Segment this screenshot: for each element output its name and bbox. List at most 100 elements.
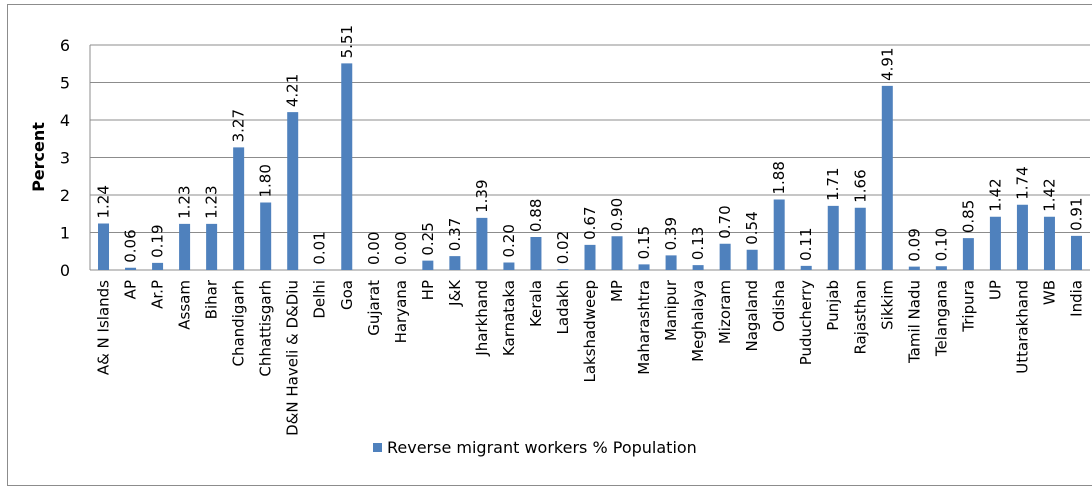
category-label: Telangana	[932, 280, 950, 357]
bar	[1044, 217, 1055, 270]
data-label: 3.27	[230, 109, 248, 142]
bar	[449, 256, 460, 270]
bar	[179, 224, 190, 270]
category-label: Puducherry	[797, 280, 815, 365]
data-label: 0.09	[905, 228, 923, 261]
category-label: Jharkhand	[473, 280, 491, 357]
category-label: Tripura	[959, 280, 977, 333]
bar	[963, 238, 974, 270]
data-label: 1.80	[257, 164, 275, 197]
data-label: 0.00	[392, 232, 410, 265]
bar	[476, 218, 487, 270]
category-label: Punjab	[824, 280, 842, 331]
category-label: Chandigarh	[230, 280, 248, 367]
data-label: 0.19	[149, 224, 167, 257]
category-label: Mizoram	[716, 280, 734, 344]
data-label: 1.88	[770, 161, 788, 194]
bar	[1017, 205, 1028, 270]
bar	[855, 208, 866, 270]
category-label: Goa	[338, 280, 356, 310]
bar	[612, 236, 623, 270]
data-label: 0.70	[716, 205, 734, 238]
data-label: 5.51	[338, 25, 356, 58]
data-label: 1.42	[986, 178, 1004, 211]
bar	[98, 224, 109, 271]
y-tick-label: 6	[60, 36, 70, 55]
data-label: 1.71	[824, 167, 842, 200]
category-label: Gujarat	[365, 280, 383, 336]
data-label: 0.02	[554, 231, 572, 264]
bar	[747, 250, 758, 270]
bar	[801, 266, 812, 270]
bar	[720, 244, 731, 270]
bar	[693, 265, 704, 270]
data-label: 1.39	[473, 179, 491, 212]
data-label: 0.37	[446, 218, 464, 251]
category-label: MP	[608, 280, 626, 302]
category-label: Maharashtra	[635, 280, 653, 375]
data-label: 1.66	[851, 169, 869, 202]
category-label: Kerala	[527, 280, 545, 327]
category-label: Nagaland	[743, 280, 761, 352]
data-label: 0.54	[743, 211, 761, 244]
data-label: 0.67	[581, 206, 599, 239]
category-label: Odisha	[770, 280, 788, 332]
data-label: 0.20	[500, 224, 518, 257]
data-label: 4.21	[284, 74, 302, 107]
bar	[936, 266, 947, 270]
data-label: 1.24	[95, 185, 113, 218]
bar	[152, 263, 163, 270]
data-label: 0.13	[689, 227, 707, 260]
category-label: Lakshadweep	[581, 280, 599, 383]
bar	[341, 63, 352, 270]
bar	[206, 224, 217, 270]
legend-swatch	[373, 443, 382, 452]
category-label: Bihar	[203, 279, 221, 319]
bar	[585, 245, 596, 270]
bar	[639, 264, 650, 270]
category-label: A& N Islands	[95, 280, 113, 375]
y-tick-label: 1	[60, 224, 70, 243]
y-tick-label: 3	[60, 149, 70, 168]
y-tick-label: 5	[60, 74, 70, 93]
category-label: J&K	[446, 279, 464, 307]
data-label: 1.74	[1013, 166, 1031, 199]
bar	[287, 112, 298, 270]
category-label: AP	[122, 280, 140, 299]
category-label: India	[1067, 280, 1085, 317]
bar	[422, 261, 433, 270]
category-label: Delhi	[311, 280, 329, 319]
bar	[503, 263, 514, 271]
category-label: Haryana	[392, 280, 410, 343]
category-label: Ladakh	[554, 280, 572, 334]
y-axis-label: Percent	[29, 122, 48, 192]
category-label: Manipur	[662, 279, 680, 341]
bar	[990, 217, 1001, 270]
data-label: 0.10	[932, 228, 950, 261]
data-label: 1.23	[176, 185, 194, 218]
data-label: 0.11	[797, 227, 815, 260]
category-label: Karnataka	[500, 280, 518, 356]
category-label: Ar.P	[149, 280, 167, 309]
bar	[1071, 236, 1082, 270]
y-tick-label: 2	[60, 186, 70, 205]
bar	[260, 203, 271, 271]
data-label: 0.25	[419, 222, 437, 255]
data-label: 0.90	[608, 198, 626, 231]
bar	[909, 267, 920, 270]
bar	[882, 86, 893, 270]
category-label: D&N Haveli & D&Diu	[284, 280, 302, 436]
category-label: Meghalaya	[689, 280, 707, 362]
bar	[774, 200, 785, 271]
category-label: Uttarakhand	[1013, 280, 1031, 374]
data-label: 0.01	[311, 231, 329, 264]
category-label: UP	[986, 280, 1004, 300]
data-label: 0.15	[635, 226, 653, 259]
bar	[557, 269, 568, 270]
bar	[828, 206, 839, 270]
data-label: 1.42	[1040, 178, 1058, 211]
legend: Reverse migrant workers % Population	[373, 438, 697, 457]
category-label: Assam	[176, 280, 194, 330]
